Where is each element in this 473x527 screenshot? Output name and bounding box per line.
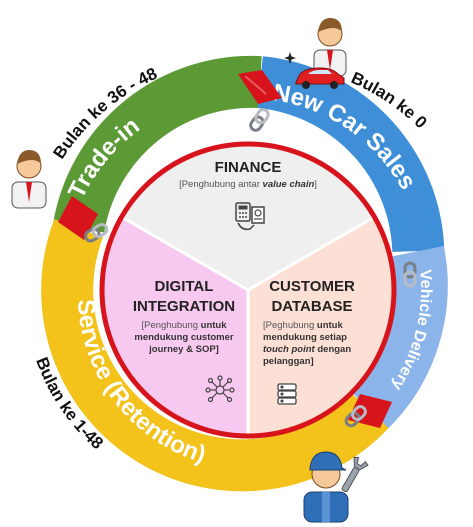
chevron-arrow-icon [238, 70, 282, 104]
inner-disc [99, 141, 397, 439]
vehicle-delivery-segment [350, 245, 448, 429]
red-car-icon [295, 67, 345, 89]
digital-integration-sector [102, 217, 249, 436]
chain-link-icon [84, 223, 109, 243]
chain-link-icon [403, 261, 417, 288]
dealer-person-icon [11, 150, 47, 209]
salesman-icon [313, 18, 347, 77]
digital-title-line1: DIGITAL [155, 278, 214, 295]
mechanic-icon [303, 451, 349, 523]
inner-red-ring [99, 141, 397, 439]
customer-database-sector [248, 217, 394, 436]
customer-sub-line4: pelanggan] [263, 356, 314, 367]
trade-in-segment [52, 55, 262, 234]
finance-title: FINANCE [215, 159, 282, 176]
digital-sub-line3: journey & SOP] [148, 344, 219, 355]
chevron-arrow-icon [58, 196, 98, 240]
digital-sub-line1: [Penghubung untuk [141, 320, 227, 331]
database-icon [277, 383, 297, 405]
network-icon [205, 375, 235, 403]
digital-sub-line2: mendukung customer [134, 332, 234, 343]
chain-link-icon [249, 108, 270, 132]
customer-title-line2: DATABASE [271, 298, 352, 315]
sparkle-icon [284, 52, 296, 64]
customer-title-line1: CUSTOMER [269, 278, 355, 295]
finance-sector [121, 144, 375, 290]
finance-calculator-icon [235, 202, 265, 231]
wrench-icon [341, 456, 369, 493]
customer-sub-line2: mendukung setiap [263, 332, 347, 343]
customer-sub-line3: touch point dengan [263, 344, 351, 355]
new-car-sales-segment [257, 56, 445, 253]
finance-subtitle: [Penghubung antar value chain] [179, 179, 317, 190]
customer-sub-line1: [Peghubung untuk [263, 320, 343, 331]
service-retention-segment [41, 219, 389, 492]
digital-title-line2: INTEGRATION [133, 298, 235, 315]
chain-link-icon [344, 405, 367, 428]
outer-ring [41, 55, 448, 492]
